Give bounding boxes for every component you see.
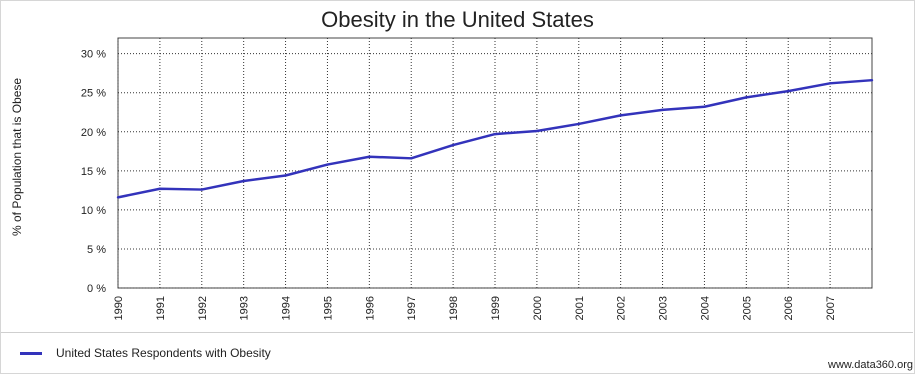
data-point [284,174,287,177]
data-point [158,187,162,190]
data-point [745,96,748,99]
data-point [451,143,455,147]
legend-label: United States Respondents with Obesity [56,346,271,360]
x-tick-label: 2006 [783,296,795,320]
y-tick-label: 30 % [81,49,106,61]
x-tick-label: 1993 [239,296,251,320]
legend-swatch [20,351,42,355]
data-point [242,179,245,183]
data-point [787,89,790,93]
x-tick-label: 1992 [197,296,209,320]
data-point [619,114,622,117]
data-point [535,129,539,133]
x-tick-label: 1994 [281,296,293,320]
data-point [326,163,329,166]
plot-border [117,37,873,289]
data-point [703,105,706,108]
y-tick-label: 10 % [81,205,106,217]
y-tick-label: 15 % [81,166,106,178]
data-point [116,196,120,199]
data-point [828,82,832,85]
y-tick-label: 5 % [87,244,106,256]
x-tick-label: 1996 [364,296,376,320]
x-tick-label: 2007 [825,296,837,320]
x-tick-label: 1990 [113,296,125,320]
data-point [661,108,664,112]
x-tick-label: 2005 [741,296,753,320]
x-tick-label: 2001 [574,296,586,320]
y-tick-label: 0 % [87,283,106,295]
data-point [870,78,874,82]
data-point [577,122,580,126]
source-credit: www.data360.org [828,359,913,371]
legend: United States Respondents with Obesity [20,346,271,360]
x-tick-label: 2000 [532,296,544,320]
x-tick-label: 1998 [448,296,460,320]
data-point [368,155,371,158]
x-tick-label: 2002 [616,296,628,320]
y-tick-label: 20 % [81,127,106,139]
x-tick-label: 2003 [658,296,670,320]
data-point [493,132,497,136]
x-tick-label: 2004 [699,296,711,320]
legend-divider [1,332,913,333]
data-point [200,188,203,191]
x-tick-label: 1997 [406,296,418,320]
data-point [410,157,413,160]
y-tick-label: 25 % [81,88,106,100]
chart-title: Obesity in the United States [321,7,594,32]
x-tick-label: 1995 [322,296,334,320]
x-tick-label: 1991 [155,296,167,320]
x-tick-label: 1999 [490,296,502,320]
